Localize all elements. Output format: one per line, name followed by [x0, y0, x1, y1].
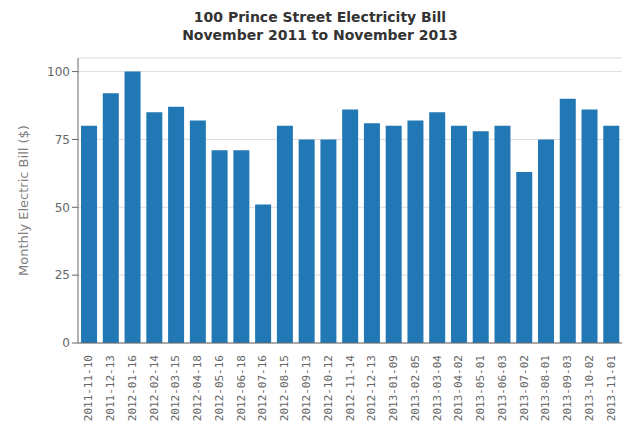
svg-text:Monthly Electric Bill ($): Monthly Electric Bill ($): [16, 125, 31, 276]
svg-text:2013-02-05: 2013-02-05: [409, 355, 422, 421]
svg-text:50: 50: [55, 201, 70, 215]
svg-text:2012-04-18: 2012-04-18: [191, 355, 204, 421]
svg-text:2013-08-01: 2013-08-01: [539, 355, 552, 421]
svg-text:2013-09-03: 2013-09-03: [561, 355, 574, 421]
svg-text:2012-10-12: 2012-10-12: [322, 355, 335, 421]
svg-text:2013-05-01: 2013-05-01: [474, 355, 487, 421]
svg-text:25: 25: [55, 268, 70, 282]
svg-text:2013-06-03: 2013-06-03: [496, 355, 509, 421]
svg-text:2012-08-15: 2012-08-15: [278, 355, 291, 421]
svg-text:2012-01-16: 2012-01-16: [126, 355, 139, 421]
svg-text:2012-02-14: 2012-02-14: [148, 355, 161, 422]
svg-text:2013-10-02: 2013-10-02: [583, 355, 596, 421]
svg-text:2011-12-13: 2011-12-13: [104, 355, 117, 421]
svg-text:2013-07-02: 2013-07-02: [518, 355, 531, 421]
svg-text:2012-11-14: 2012-11-14: [344, 355, 357, 422]
svg-text:2013-11-01: 2013-11-01: [605, 355, 618, 421]
svg-text:75: 75: [55, 133, 70, 147]
svg-text:2013-01-09: 2013-01-09: [387, 355, 400, 421]
html-text:100 Prince Street Electricity: 100 Prince Street Electricity Bill: [193, 9, 447, 25]
svg-text:2012-07-16: 2012-07-16: [256, 355, 269, 421]
svg-text:100: 100: [47, 65, 70, 79]
svg-text:2011-11-10: 2011-11-10: [82, 355, 95, 421]
svg-text:2013-04-02: 2013-04-02: [452, 355, 465, 421]
svg-text:0: 0: [62, 336, 70, 350]
html-text:November 2011 to November 2013: November 2011 to November 2013: [182, 27, 458, 43]
svg-text:2012-06-18: 2012-06-18: [235, 355, 248, 421]
svg-text:2012-03-15: 2012-03-15: [169, 355, 182, 421]
svg-text:2012-09-13: 2012-09-13: [300, 355, 313, 421]
svg-text:2012-12-13: 2012-12-13: [365, 355, 378, 421]
svg-text:2012-05-16: 2012-05-16: [213, 355, 226, 421]
svg-text:2013-03-04: 2013-03-04: [431, 355, 444, 422]
